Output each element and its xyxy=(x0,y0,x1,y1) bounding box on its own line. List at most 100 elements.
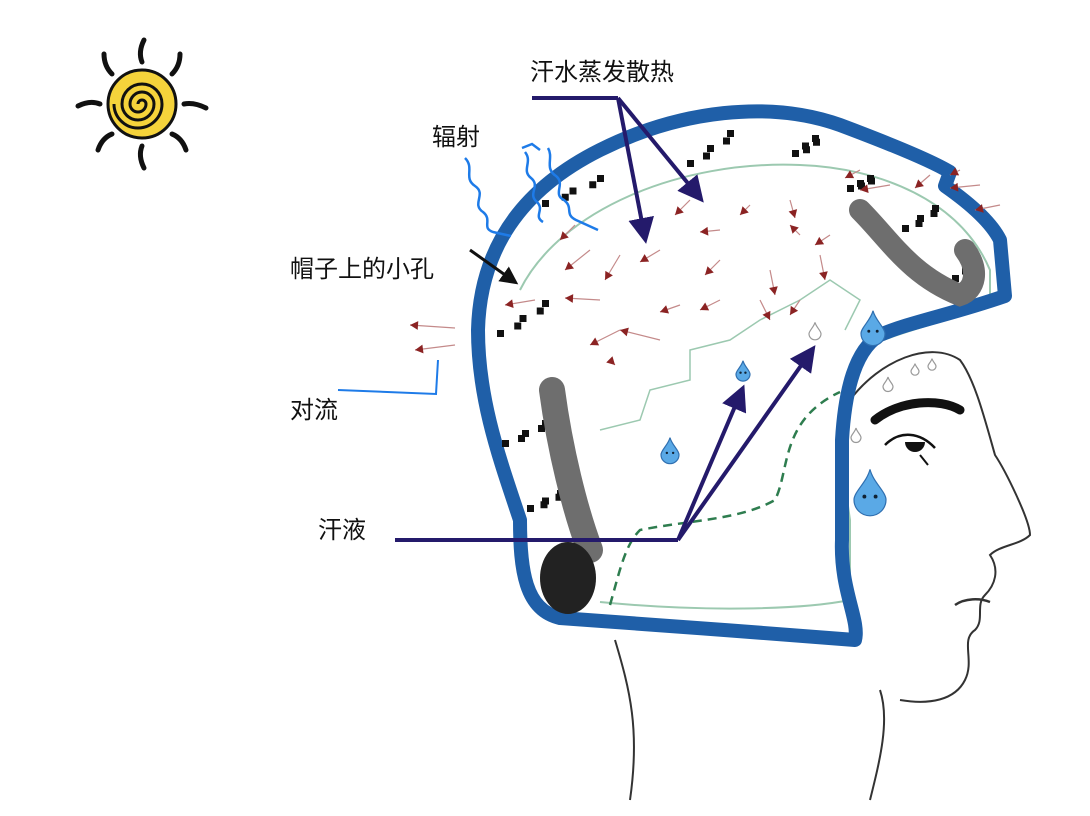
airflow-arrowhead xyxy=(769,286,778,295)
airflow-arrowhead xyxy=(565,294,574,303)
label-holes: 帽子上的小孔 xyxy=(290,255,434,283)
airflow-arrowhead xyxy=(415,344,424,354)
airflow-arrowhead xyxy=(815,236,825,245)
vent-hole-mark xyxy=(536,307,544,315)
vent-hole-mark xyxy=(803,146,810,154)
sun-icon xyxy=(75,37,209,171)
convection-pointer xyxy=(337,359,439,396)
chin-strap xyxy=(608,390,841,606)
airflow-arrows xyxy=(409,167,1001,366)
evaporation-pointer xyxy=(532,96,704,244)
vent-hole-mark xyxy=(723,137,730,145)
vent-hole-mark xyxy=(847,185,854,192)
vent-hole-mark xyxy=(857,180,864,187)
holes-pointer-arrow xyxy=(469,248,519,285)
vent-hole-mark xyxy=(597,175,604,182)
vent-hole-mark xyxy=(707,145,714,152)
sweat-drop-icon xyxy=(882,376,894,393)
vent-hole-mark xyxy=(497,330,504,337)
airflow-arrowhead xyxy=(560,231,569,240)
vent-hole-mark xyxy=(932,205,939,212)
vent-hole-mark xyxy=(792,150,799,157)
vent-hole-mark xyxy=(555,493,563,501)
airflow-arrowhead xyxy=(700,226,709,236)
sweat-drop-icon xyxy=(660,437,680,465)
airflow-arrowhead xyxy=(790,225,799,234)
vent-hole-mark xyxy=(542,497,549,505)
sweat-pointer xyxy=(395,345,816,542)
airflow-arrowhead xyxy=(705,266,714,275)
airflow-arrowhead xyxy=(410,321,419,330)
vent-hole-mark xyxy=(540,501,548,509)
sweat-drop-icon xyxy=(853,469,887,517)
vent-hole-mark xyxy=(917,215,924,222)
airflow-arrowhead xyxy=(819,271,828,280)
drop-eye xyxy=(671,451,675,455)
airflow-arrowhead xyxy=(762,310,771,320)
airflow-arrowhead xyxy=(605,270,613,280)
drop-eye xyxy=(862,494,867,499)
vent-hole-mark xyxy=(542,200,549,207)
sweat-drops xyxy=(660,310,937,517)
head-outline xyxy=(614,351,1032,801)
drop-eye xyxy=(873,494,878,499)
vent-hole-mark xyxy=(518,435,525,442)
airflow-arrowhead xyxy=(915,179,924,188)
vent-hole-mark xyxy=(569,187,577,195)
drop-eye xyxy=(739,371,742,374)
label-radiation: 辐射 xyxy=(432,123,480,151)
sweat-drop-icon xyxy=(910,363,920,376)
airflow-arrowhead xyxy=(505,299,514,309)
airflow-arrowhead xyxy=(950,182,959,192)
vent-hole-mark xyxy=(589,181,597,189)
vent-hole-mark xyxy=(538,425,545,432)
airflow-arrowhead xyxy=(660,305,670,314)
label-convection: 对流 xyxy=(290,396,338,424)
vent-hole-mark xyxy=(867,175,874,182)
airflow-arrowhead xyxy=(740,206,749,215)
label-evaporation: 汗水蒸发散热 xyxy=(530,58,674,86)
vent-hole-mark xyxy=(902,225,909,232)
airflow-arrowhead xyxy=(675,206,684,215)
sweat-drop-icon xyxy=(860,310,886,347)
airflow-arrowhead xyxy=(788,209,798,218)
vent-hole-mark xyxy=(802,142,809,150)
sweat-drop-icon xyxy=(850,427,862,444)
radiation-waves xyxy=(464,142,599,238)
vent-hole-mark xyxy=(519,315,527,322)
airflow-arrowhead xyxy=(620,327,629,337)
airflow-arrowhead xyxy=(790,305,799,315)
vent-hole-mark xyxy=(542,300,549,307)
airflow-arrowhead xyxy=(700,302,710,311)
sweat-drop-icon xyxy=(927,358,937,371)
drop-eye xyxy=(867,329,871,333)
airflow-arrowhead xyxy=(975,204,984,213)
airflow-arrowhead xyxy=(845,170,855,179)
drop-eye xyxy=(744,371,747,374)
vent-hole-mark xyxy=(952,275,959,282)
vent-hole-mark xyxy=(527,505,534,512)
vent-hole-mark xyxy=(561,193,569,201)
vent-hole-mark xyxy=(813,138,820,146)
airflow-arrowhead xyxy=(640,254,650,262)
face-mouth xyxy=(954,598,991,607)
sweat-drop-icon xyxy=(735,360,751,382)
airflow-arrowhead xyxy=(606,356,615,365)
airflow-arrowhead xyxy=(950,167,960,176)
vent-hole-mark xyxy=(812,135,819,142)
ear-pad xyxy=(540,542,596,614)
vent-hole-mark xyxy=(930,210,938,217)
vent-hole-mark xyxy=(703,152,710,160)
face-eye xyxy=(870,398,965,466)
drop-eye xyxy=(665,451,669,455)
airflow-arrowhead xyxy=(590,337,600,346)
sweat-drop-icon xyxy=(808,322,822,341)
rear-foam-pad xyxy=(539,377,603,563)
vent-hole-mark xyxy=(915,220,923,227)
label-sweat: 汗液 xyxy=(318,516,366,544)
hair-outline xyxy=(599,279,861,431)
front-foam-pad xyxy=(849,199,985,307)
vent-hole-mark xyxy=(502,440,509,447)
